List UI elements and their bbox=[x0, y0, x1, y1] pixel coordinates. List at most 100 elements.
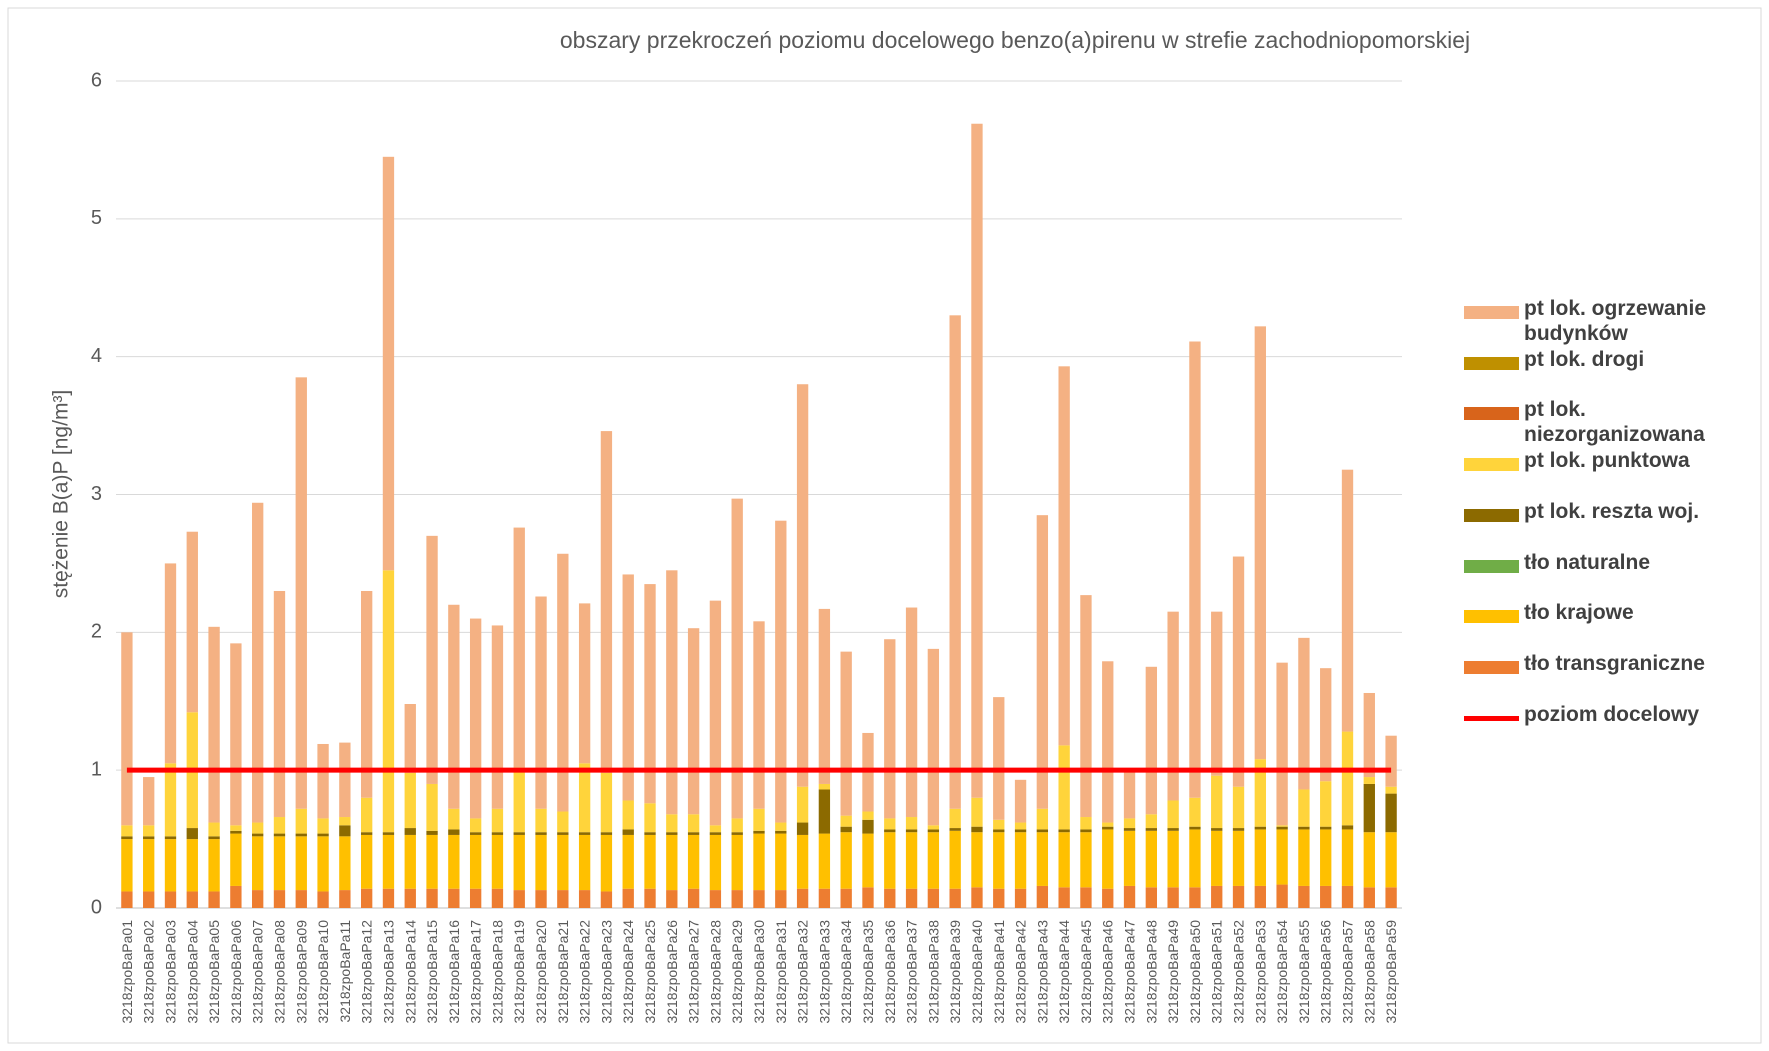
bar-segment bbox=[164, 836, 177, 840]
bar-segment bbox=[121, 891, 133, 908]
bar-segment bbox=[949, 315, 961, 809]
x-tick-label: 3218zpoBaPa28 bbox=[707, 920, 723, 1024]
bar-segment bbox=[644, 832, 656, 835]
bar-segment bbox=[1341, 825, 1354, 830]
bar-segment bbox=[513, 767, 525, 833]
bar-segment bbox=[448, 888, 460, 908]
bar-segment bbox=[1254, 826, 1266, 830]
bar-segment bbox=[775, 830, 787, 834]
bar-segment bbox=[840, 832, 852, 889]
bar-segment bbox=[1080, 829, 1092, 833]
bar-segment bbox=[1211, 885, 1223, 908]
bar-segment bbox=[1102, 829, 1114, 889]
bar-segment bbox=[382, 832, 395, 835]
x-tick-label: 3218zpoBaPa15 bbox=[424, 920, 440, 1024]
bar-segment bbox=[164, 891, 177, 908]
bar-segment bbox=[709, 600, 722, 826]
bar-segment bbox=[448, 808, 460, 830]
y-tick-label: 0 bbox=[91, 896, 102, 918]
x-tick-label: 3218zpoBaPa12 bbox=[359, 920, 375, 1024]
bar-segment bbox=[121, 825, 133, 837]
x-tick-label: 3218zpoBaPa30 bbox=[751, 920, 767, 1024]
x-tick-label: 3218zpoBaPa47 bbox=[1122, 920, 1138, 1024]
bar-segment bbox=[622, 800, 634, 830]
bar-segment bbox=[1167, 830, 1179, 888]
bar-segment bbox=[535, 596, 547, 809]
bar-segment bbox=[862, 887, 874, 908]
x-tick-label: 3218zpoBaPa53 bbox=[1252, 920, 1268, 1024]
bar-segment bbox=[491, 888, 504, 908]
bar-segment bbox=[317, 891, 329, 908]
bar-segment bbox=[971, 887, 983, 908]
x-tick-label: 3218zpoBaPa57 bbox=[1340, 920, 1356, 1024]
y-tick-label: 6 bbox=[91, 69, 102, 91]
bar-segment bbox=[1058, 887, 1070, 908]
x-tick-label: 3218zpoBaPa54 bbox=[1274, 920, 1290, 1024]
bar-segment bbox=[382, 570, 395, 833]
bar-segment bbox=[1123, 770, 1136, 819]
bar-segment bbox=[644, 584, 656, 804]
bar-segment bbox=[1254, 885, 1266, 908]
bar-segment bbox=[1058, 745, 1070, 830]
bar-segment bbox=[339, 890, 351, 908]
bar-segment bbox=[1167, 800, 1179, 829]
bar-segment bbox=[1341, 885, 1354, 908]
bar-segment bbox=[186, 839, 198, 892]
bar-segment bbox=[382, 156, 395, 571]
bar-segment bbox=[164, 563, 177, 764]
bar-segment bbox=[1385, 786, 1397, 794]
x-tick-label: 3218zpoBaPa32 bbox=[795, 920, 811, 1024]
bar-segment bbox=[469, 832, 482, 835]
bar-segment bbox=[709, 825, 722, 833]
bar-segment bbox=[905, 607, 918, 818]
bar-segment bbox=[317, 836, 329, 892]
bar-segment bbox=[252, 836, 264, 891]
bar-segment bbox=[143, 825, 155, 837]
bar-segment bbox=[1189, 797, 1201, 827]
bar-segment bbox=[1298, 789, 1310, 827]
x-tick-label: 3218zpoBaPa42 bbox=[1013, 920, 1029, 1024]
bar-segment bbox=[535, 890, 547, 908]
bar-segment bbox=[1036, 808, 1049, 830]
bar-segment bbox=[1254, 829, 1266, 886]
bar-segment bbox=[448, 604, 460, 809]
bar-segment bbox=[426, 783, 438, 831]
legend-item: pt lok. ogrzewanie budynków bbox=[1464, 296, 1764, 346]
bar-segment bbox=[1123, 885, 1136, 908]
bar-segment bbox=[360, 797, 373, 833]
bar-segment bbox=[578, 890, 591, 908]
bar-segment bbox=[1123, 828, 1136, 831]
bar-segment bbox=[1232, 830, 1245, 886]
bar-segment bbox=[1254, 326, 1266, 760]
x-tick-label: 3218zpoBaPa43 bbox=[1034, 920, 1050, 1024]
bar-segment bbox=[513, 890, 525, 908]
x-tick-label: 3218zpoBaPa01 bbox=[119, 920, 135, 1024]
x-tick-label: 3218zpoBaPa37 bbox=[904, 920, 920, 1024]
bar-segment bbox=[186, 828, 198, 840]
bar-segment bbox=[295, 836, 307, 891]
bar-segment bbox=[208, 839, 220, 892]
y-tick-label: 1 bbox=[91, 758, 102, 780]
bar-segment bbox=[1080, 832, 1092, 888]
legend-label: poziom docelowy bbox=[1524, 702, 1700, 726]
bar-segment bbox=[208, 891, 220, 908]
bar-segment bbox=[1102, 888, 1114, 908]
bar-segment bbox=[273, 817, 286, 834]
bar-segment bbox=[840, 815, 852, 827]
bar-segment bbox=[143, 836, 155, 840]
bar-segment bbox=[949, 888, 961, 908]
legend-swatch bbox=[1464, 610, 1519, 624]
bar-segment bbox=[535, 834, 547, 891]
x-tick-label: 3218zpoBaPa27 bbox=[686, 920, 702, 1024]
x-tick-label: 3218zpoBaPa41 bbox=[991, 920, 1007, 1024]
legend-item: pt lok. niezorganizowana bbox=[1464, 397, 1764, 447]
bar-segment bbox=[905, 817, 918, 830]
legend-label: tło krajowe bbox=[1524, 601, 1634, 625]
chart-title: obszary przekroczeń poziomu docelowego b… bbox=[560, 27, 1470, 53]
bar-segment bbox=[1211, 611, 1223, 776]
x-tick-label: 3218zpoBaPa04 bbox=[184, 920, 200, 1024]
bar-segment bbox=[1036, 829, 1049, 833]
bar-segment bbox=[1232, 885, 1245, 908]
bar-segment bbox=[884, 829, 896, 833]
bar-segment bbox=[731, 498, 743, 819]
